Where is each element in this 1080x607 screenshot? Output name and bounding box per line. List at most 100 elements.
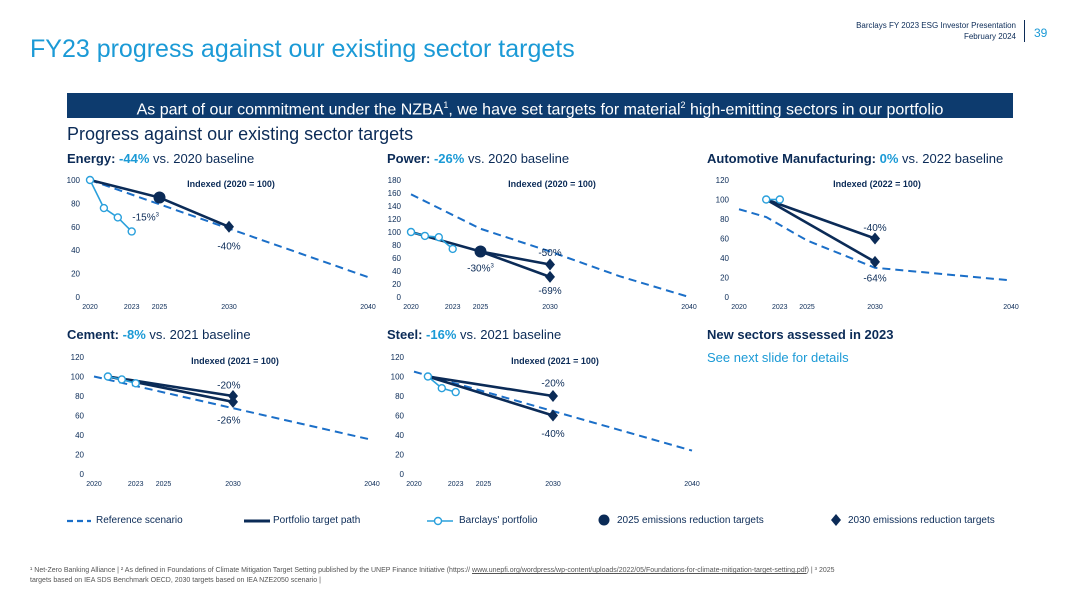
- cement-ytick-label: 120: [71, 353, 85, 362]
- steel-target-line-2: [427, 375, 554, 417]
- power-title-pct: -26%: [433, 151, 465, 166]
- legend-target-label: Portfolio target path: [273, 515, 361, 526]
- energy-title-rest: vs. 2020 baseline: [149, 151, 255, 166]
- energy-xtick-label: 2023: [124, 304, 140, 311]
- steel-xtick-label: 2040: [684, 481, 700, 488]
- automotive-ytick-label: 80: [720, 215, 729, 224]
- chart-legend: Reference scenario Portfolio target path…: [67, 511, 1027, 531]
- power-ytick-label: 20: [392, 280, 401, 289]
- energy-annotation-sup: 3: [156, 212, 160, 218]
- cement-indexed-label: Indexed (2021 = 100): [191, 356, 279, 366]
- legend-2030: 2030 emissions reduction targets: [829, 511, 1029, 531]
- legend-portfolio-swatch: [427, 516, 453, 526]
- power-annotation: -30%3: [467, 263, 494, 274]
- automotive-ytick-label: 0: [725, 293, 730, 302]
- cement-ytick-label: 0: [80, 470, 85, 479]
- steel-title-rest: vs. 2021 baseline: [456, 327, 562, 342]
- power-portfolio-point: [406, 227, 416, 237]
- automotive-marker-2030: [870, 255, 880, 268]
- new-sectors-link[interactable]: See next slide for details: [707, 350, 849, 365]
- legend-2025: 2025 emissions reduction targets: [597, 511, 797, 531]
- steel-chart-title: Steel: -16% vs. 2021 baseline: [387, 327, 561, 342]
- automotive-ytick-label: 60: [720, 235, 729, 244]
- power-ytick-label: 60: [392, 254, 401, 263]
- footnote-link[interactable]: www.unepfi.org/wordpress/wp-content/uplo…: [472, 567, 807, 574]
- energy-xtick-label: 2030: [221, 304, 237, 311]
- cement-xtick-label: 2030: [225, 481, 241, 488]
- power-chart-title: Power: -26% vs. 2020 baseline: [387, 151, 569, 166]
- steel-annotation: -20%: [541, 378, 564, 389]
- energy-portfolio-point: [99, 203, 109, 213]
- automotive-ytick-label: 20: [720, 274, 729, 283]
- power-xtick-label: 2020: [403, 304, 419, 311]
- cement-annotation: -26%: [217, 415, 240, 426]
- energy-chart-title: Energy: -44% vs. 2020 baseline: [67, 151, 254, 166]
- automotive-xtick-label: 2023: [772, 304, 788, 311]
- steel-xtick-label: 2025: [476, 481, 492, 488]
- steel-xtick-label: 2030: [545, 481, 561, 488]
- power-reference-line: [410, 193, 690, 298]
- power-xtick-label: 2030: [542, 304, 558, 311]
- power-annotation: -50%: [538, 248, 561, 259]
- power-annotation: -69%: [538, 286, 561, 297]
- cement-portfolio-point: [131, 379, 140, 388]
- automotive-target-line: [765, 198, 876, 240]
- cement-xtick-label: 2023: [128, 481, 144, 488]
- footnote-line1b: ) | ³ 2025: [806, 567, 835, 574]
- steel-title-pct: -16%: [426, 327, 457, 342]
- power-marker-2030: [545, 258, 555, 271]
- power-portfolio-point: [434, 232, 443, 242]
- legend-reference-swatch: [67, 519, 91, 523]
- automotive-portfolio-point: [775, 195, 784, 204]
- steel-ytick-label: 120: [391, 353, 405, 362]
- energy-ytick-label: 40: [71, 246, 80, 255]
- energy-marker-2025: [153, 191, 166, 204]
- power-ytick-label: 160: [388, 189, 402, 198]
- power-title-name: Power:: [387, 151, 431, 166]
- cement-title-rest: vs. 2021 baseline: [145, 327, 251, 342]
- cement-ytick-label: 80: [75, 392, 84, 401]
- automotive-annotation: -40%: [863, 223, 886, 234]
- energy-portfolio-point: [113, 213, 123, 222]
- energy-ytick-label: 100: [67, 176, 81, 185]
- energy-portfolio-point: [127, 227, 136, 236]
- steel-title-name: Steel:: [387, 327, 423, 342]
- automotive-title-pct: 0%: [879, 151, 899, 166]
- automotive-ytick-label: 100: [716, 196, 730, 205]
- presentation-date: February 2024: [963, 32, 1016, 41]
- steel-ytick-label: 0: [400, 470, 405, 479]
- energy-ytick-label: 60: [71, 223, 80, 232]
- legend-2025-label: 2025 emissions reduction targets: [617, 515, 764, 526]
- energy-indexed-label: Indexed (2020 = 100): [187, 179, 275, 189]
- legend-target-swatch: [244, 519, 270, 523]
- power-ytick-label: 180: [388, 176, 402, 185]
- power-annotation-sup: 3: [491, 263, 495, 269]
- legend-portfolio: Barclays' portfolio: [427, 511, 597, 531]
- automotive-xtick-label: 2030: [867, 304, 883, 311]
- power-ytick-label: 80: [392, 241, 401, 250]
- energy-xtick-label: 2020: [82, 304, 98, 311]
- power-indexed-label: Indexed (2020 = 100): [508, 179, 596, 189]
- energy-xtick-label: 2025: [152, 304, 168, 311]
- power-portfolio-point: [420, 231, 430, 241]
- cement-reference-line: [93, 375, 373, 441]
- energy-portfolio-point: [85, 175, 95, 185]
- automotive-portfolio-point: [762, 195, 771, 204]
- cement-ytick-label: 60: [75, 412, 84, 421]
- energy-title-name: Energy:: [67, 151, 116, 166]
- power-ytick-label: 100: [388, 228, 402, 237]
- automotive-marker-2030: [870, 232, 880, 245]
- cement-xtick-label: 2025: [156, 481, 172, 488]
- steel-portfolio-point: [437, 384, 446, 393]
- steel-ytick-label: 20: [395, 451, 404, 460]
- power-ytick-label: 0: [397, 293, 402, 302]
- cement-title-pct: -8%: [122, 327, 146, 342]
- steel-xtick-label: 2023: [448, 481, 464, 488]
- section-subtitle: Progress against our existing sector tar…: [67, 124, 414, 144]
- automotive-title-rest: vs. 2022 baseline: [898, 151, 1004, 166]
- banner-sup-2: 2: [680, 100, 686, 110]
- automotive-indexed-label: Indexed (2022 = 100): [833, 179, 921, 189]
- header-divider: [1024, 20, 1025, 42]
